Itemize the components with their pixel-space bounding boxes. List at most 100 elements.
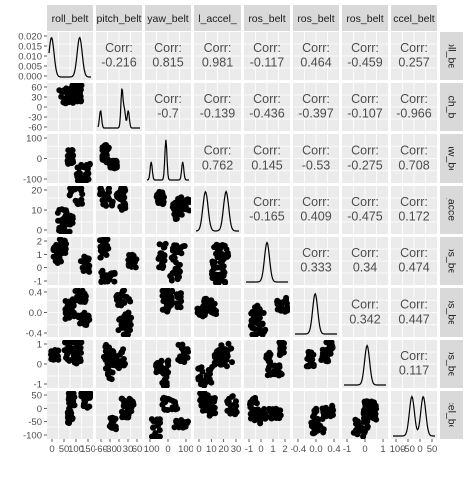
data-point xyxy=(118,395,125,402)
x-tick-label: 0 xyxy=(116,444,121,455)
scatter-points xyxy=(113,288,135,337)
correlation-value: -0.165 xyxy=(249,210,284,224)
panel: Corr:0.117 xyxy=(391,340,437,388)
data-point xyxy=(166,303,173,309)
data-point xyxy=(209,261,216,267)
correlation-value: -0.475 xyxy=(347,210,382,224)
correlation-value: 0.464 xyxy=(300,56,331,70)
scatter-points xyxy=(308,402,337,437)
y-tick-label: 20 xyxy=(31,186,42,197)
right-strip-label: roll_belt xyxy=(446,38,458,75)
panel xyxy=(244,237,290,285)
data-point xyxy=(181,422,188,429)
data-point xyxy=(77,186,84,192)
panel: Corr:0.333 xyxy=(293,237,339,285)
data-point xyxy=(172,200,179,207)
data-point xyxy=(98,278,105,285)
data-point xyxy=(85,316,92,323)
correlation-label: Corr: xyxy=(302,195,330,209)
data-point xyxy=(104,242,111,249)
panel xyxy=(342,340,388,388)
correlation-value: -0.275 xyxy=(347,158,382,172)
panel: Corr:0.342 xyxy=(342,288,388,337)
data-point xyxy=(111,278,118,285)
data-point xyxy=(70,186,77,192)
data-point xyxy=(364,424,371,431)
data-point xyxy=(216,246,223,253)
correlation-value: 0.447 xyxy=(398,312,429,326)
x-tick-label: 60 xyxy=(132,444,143,455)
data-point xyxy=(79,191,86,198)
y-tick-label: 0 xyxy=(37,360,42,371)
data-point xyxy=(175,195,182,202)
data-point xyxy=(360,409,367,416)
right-strip-background xyxy=(440,186,463,234)
data-point xyxy=(262,326,269,333)
correlation-label: Corr: xyxy=(400,195,428,209)
data-point xyxy=(223,363,230,370)
y-tick-label: 0.000 xyxy=(18,72,42,83)
data-point xyxy=(323,357,330,364)
data-point xyxy=(155,255,162,262)
data-point xyxy=(201,382,208,388)
correlation-label: Corr: xyxy=(302,144,330,158)
panel: Corr:0.409 xyxy=(293,186,339,234)
x-tick-label: 0 xyxy=(417,444,422,455)
x-tick-label: 1 xyxy=(380,444,385,455)
x-tick-label: 0.4 xyxy=(327,444,340,455)
top-strip-label: ccel_belt xyxy=(393,13,435,25)
x-axis-group: -1 0 1 xyxy=(343,439,386,455)
panel: Corr:-0.459 xyxy=(342,32,388,80)
panel xyxy=(293,391,339,439)
correlation-value: -0.107 xyxy=(347,107,382,121)
data-point xyxy=(78,97,85,104)
data-point xyxy=(70,301,77,308)
scatter-points xyxy=(247,394,284,427)
data-point xyxy=(368,398,375,405)
data-point xyxy=(310,430,316,437)
data-point xyxy=(171,405,178,412)
y-tick-label: 100 xyxy=(26,134,42,145)
x-tick-label: -60 xyxy=(94,444,108,455)
data-point xyxy=(322,349,329,356)
data-point xyxy=(116,316,123,323)
data-point xyxy=(77,258,84,265)
top-strip-background xyxy=(194,5,241,31)
data-point xyxy=(101,197,108,203)
y-tick-label: -60 xyxy=(28,123,42,134)
data-point xyxy=(78,393,85,400)
data-point xyxy=(126,397,133,404)
right-strip-background xyxy=(440,340,463,388)
correlation-label: Corr: xyxy=(154,41,182,55)
data-point xyxy=(367,411,374,418)
data-point xyxy=(53,241,60,248)
scatter-points xyxy=(97,186,129,213)
panel xyxy=(194,186,241,234)
y-tick-label: -0.4 xyxy=(26,329,42,340)
scatter-points xyxy=(153,188,191,223)
x-tick-label: -1 xyxy=(343,444,351,455)
data-point xyxy=(197,391,204,397)
panel: Corr:-0.966 xyxy=(391,83,437,131)
correlation-label: Corr: xyxy=(302,92,330,106)
data-point xyxy=(253,400,260,407)
data-point xyxy=(116,358,123,365)
right-strip-background xyxy=(440,32,463,80)
data-point xyxy=(108,355,115,362)
top-strip-label: l_accel_ xyxy=(198,13,237,25)
correlation-value: 0.172 xyxy=(398,210,429,224)
data-point xyxy=(97,186,104,192)
correlation-value: 0.409 xyxy=(300,210,331,224)
top-strip-label: roll_belt xyxy=(52,13,89,25)
data-point xyxy=(194,309,201,316)
x-tick-label: 0.0 xyxy=(309,444,322,455)
x-tick-label: 150 xyxy=(80,444,96,455)
data-point xyxy=(173,291,180,298)
data-point xyxy=(251,417,258,424)
top-strip-background xyxy=(342,5,388,31)
data-point xyxy=(158,250,165,257)
data-point xyxy=(329,344,336,351)
data-point xyxy=(62,243,69,250)
panel xyxy=(96,391,142,439)
